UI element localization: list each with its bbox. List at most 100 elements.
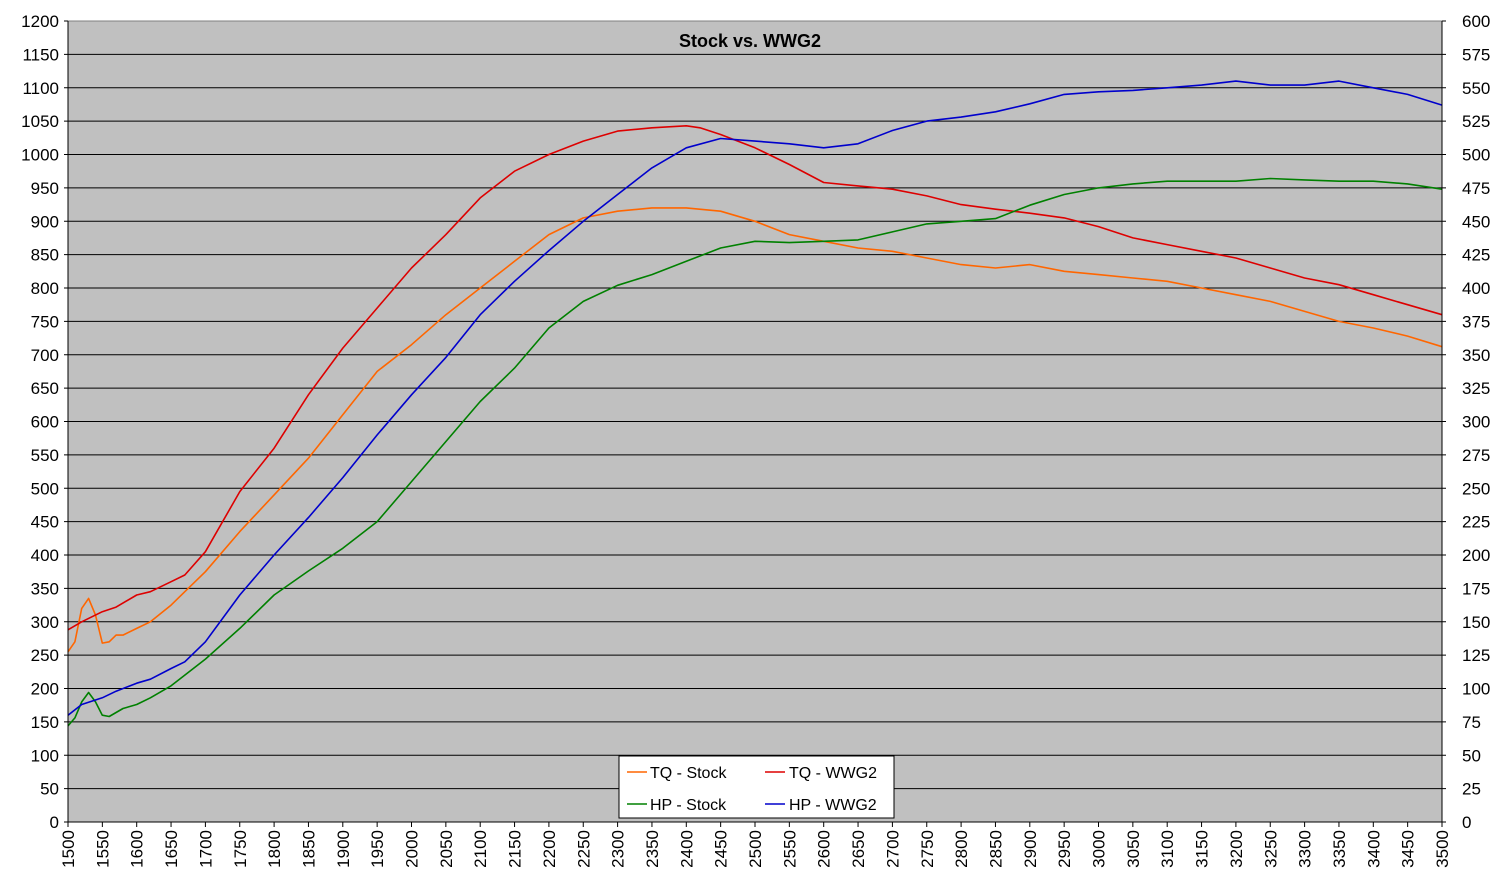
- x-tick-label-1500: 1500: [59, 830, 78, 868]
- right-tick-label-50: 50: [1462, 746, 1481, 765]
- x-tick-label-2950: 2950: [1055, 830, 1074, 868]
- legend: TQ - Stock TQ - WWG2 HP - Stock HP - WWG…: [618, 755, 895, 819]
- right-tick-label-575: 575: [1462, 45, 1490, 64]
- left-tick-label-800: 800: [31, 279, 59, 298]
- chart-title: Stock vs. WWG2: [679, 31, 821, 51]
- left-tick-label-100: 100: [31, 746, 59, 765]
- x-tick-label-2750: 2750: [918, 830, 937, 868]
- left-tick-label-1200: 1200: [21, 12, 59, 31]
- left-axis-labels: 0 50 100 150 200 250 300 350 400 450 500 550 600 650 7…: [21, 12, 59, 832]
- series-line-hp-wwg2: [67, 80, 1443, 716]
- x-tick-label-2300: 2300: [609, 830, 628, 868]
- left-tick-label-500: 500: [31, 479, 59, 498]
- right-tick-label-225: 225: [1462, 513, 1490, 532]
- x-tick-label-1850: 1850: [299, 830, 318, 868]
- x-tick-label-3450: 3450: [1399, 830, 1418, 868]
- x-tick-label-2600: 2600: [815, 830, 834, 868]
- right-tick-label-125: 125: [1462, 646, 1490, 665]
- right-tick-label-100: 100: [1462, 680, 1490, 699]
- right-tick-label-150: 150: [1462, 613, 1490, 632]
- left-tick-label-550: 550: [31, 446, 59, 465]
- x-tick-label-2800: 2800: [952, 830, 971, 868]
- legend-label-hp-stock: HP - Stock: [650, 797, 727, 814]
- series-line-tq-wwg2: [67, 125, 1443, 631]
- x-tick-label-3500: 3500: [1433, 830, 1452, 868]
- left-tick-label-250: 250: [31, 646, 59, 665]
- x-tick-label-1700: 1700: [196, 830, 215, 868]
- legend-label-tq-stock: TQ - Stock: [650, 765, 727, 782]
- x-tick-label-1550: 1550: [93, 830, 112, 868]
- right-tick-label-250: 250: [1462, 479, 1490, 498]
- left-tick-label-450: 450: [31, 513, 59, 532]
- x-tick-label-2050: 2050: [437, 830, 456, 868]
- x-tick-label-1800: 1800: [265, 830, 284, 868]
- x-tick-label-2450: 2450: [712, 830, 731, 868]
- x-tick-label-1950: 1950: [368, 830, 387, 868]
- left-tick-label-350: 350: [31, 579, 59, 598]
- x-tick-label-1650: 1650: [162, 830, 181, 868]
- left-tick-label-400: 400: [31, 546, 59, 565]
- x-tick-label-2650: 2650: [849, 830, 868, 868]
- right-tick-label-550: 550: [1462, 79, 1490, 98]
- x-axis-labels: 1500 1550 1600 1650 1700 1750 1800 1850 1900 1950…: [59, 830, 1452, 868]
- right-tick-label-400: 400: [1462, 279, 1490, 298]
- x-tick-label-1900: 1900: [334, 830, 353, 868]
- x-tick-label-2500: 2500: [746, 830, 765, 868]
- x-tick-label-2550: 2550: [780, 830, 799, 868]
- x-tick-label-3300: 3300: [1296, 830, 1315, 868]
- right-tick-label-325: 325: [1462, 379, 1490, 398]
- x-tick-label-2150: 2150: [506, 830, 525, 868]
- right-tick-label-350: 350: [1462, 346, 1490, 365]
- x-tick-label-2900: 2900: [1021, 830, 1040, 868]
- left-tick-label-750: 750: [31, 312, 59, 331]
- x-tick-label-3400: 3400: [1364, 830, 1383, 868]
- left-tick-label-1150: 1150: [22, 45, 59, 64]
- x-tick-label-1750: 1750: [231, 830, 250, 868]
- legend-label-tq-wwg2: TQ - WWG2: [789, 765, 877, 782]
- right-tick-label-200: 200: [1462, 546, 1490, 565]
- left-tick-label-650: 650: [31, 379, 59, 398]
- left-tick-label-300: 300: [31, 613, 59, 632]
- right-tick-label-375: 375: [1462, 312, 1490, 331]
- x-tick-label-2100: 2100: [471, 830, 490, 868]
- left-tick-label-200: 200: [31, 680, 59, 699]
- series-line-tq-stock: [67, 207, 1443, 653]
- left-tick-label-950: 950: [31, 179, 59, 198]
- right-tick-label-300: 300: [1462, 413, 1490, 432]
- x-tick-label-2700: 2700: [883, 830, 902, 868]
- x-tick-label-1600: 1600: [128, 830, 147, 868]
- left-tick-label-1050: 1050: [21, 112, 59, 131]
- x-tick-label-3150: 3150: [1193, 830, 1212, 868]
- x-tick-label-3050: 3050: [1124, 830, 1143, 868]
- left-tick-label-0: 0: [50, 813, 59, 832]
- legend-box: [618, 755, 895, 819]
- right-tick-label-525: 525: [1462, 112, 1490, 131]
- x-tick-label-3000: 3000: [1090, 830, 1109, 868]
- left-tick-label-1100: 1100: [22, 79, 59, 98]
- x-tick-label-2250: 2250: [574, 830, 593, 868]
- legend-label-hp-wwg2: HP - WWG2: [789, 797, 877, 814]
- right-tick-label-0: 0: [1462, 813, 1471, 832]
- left-tick-label-150: 150: [31, 713, 59, 732]
- x-tick-label-2400: 2400: [677, 830, 696, 868]
- left-tick-label-600: 600: [31, 413, 59, 432]
- right-tick-label-75: 75: [1462, 713, 1481, 732]
- grid-lines: [68, 53, 1442, 790]
- axes: [64, 20, 1446, 827]
- x-tick-label-2350: 2350: [643, 830, 662, 868]
- right-tick-label-475: 475: [1462, 179, 1490, 198]
- x-tick-label-2000: 2000: [403, 830, 422, 868]
- right-tick-label-425: 425: [1462, 246, 1490, 265]
- series-lines: [67, 80, 1443, 727]
- right-tick-label-25: 25: [1462, 780, 1481, 799]
- right-tick-label-600: 600: [1462, 12, 1490, 31]
- x-tick-label-3250: 3250: [1261, 830, 1280, 868]
- right-tick-label-275: 275: [1462, 446, 1490, 465]
- left-tick-label-850: 850: [31, 246, 59, 265]
- x-tick-label-3200: 3200: [1227, 830, 1246, 868]
- x-tick-label-2850: 2850: [986, 830, 1005, 868]
- series-line-hp-stock: [67, 177, 1443, 727]
- left-tick-label-1000: 1000: [21, 146, 59, 165]
- left-tick-label-700: 700: [31, 346, 59, 365]
